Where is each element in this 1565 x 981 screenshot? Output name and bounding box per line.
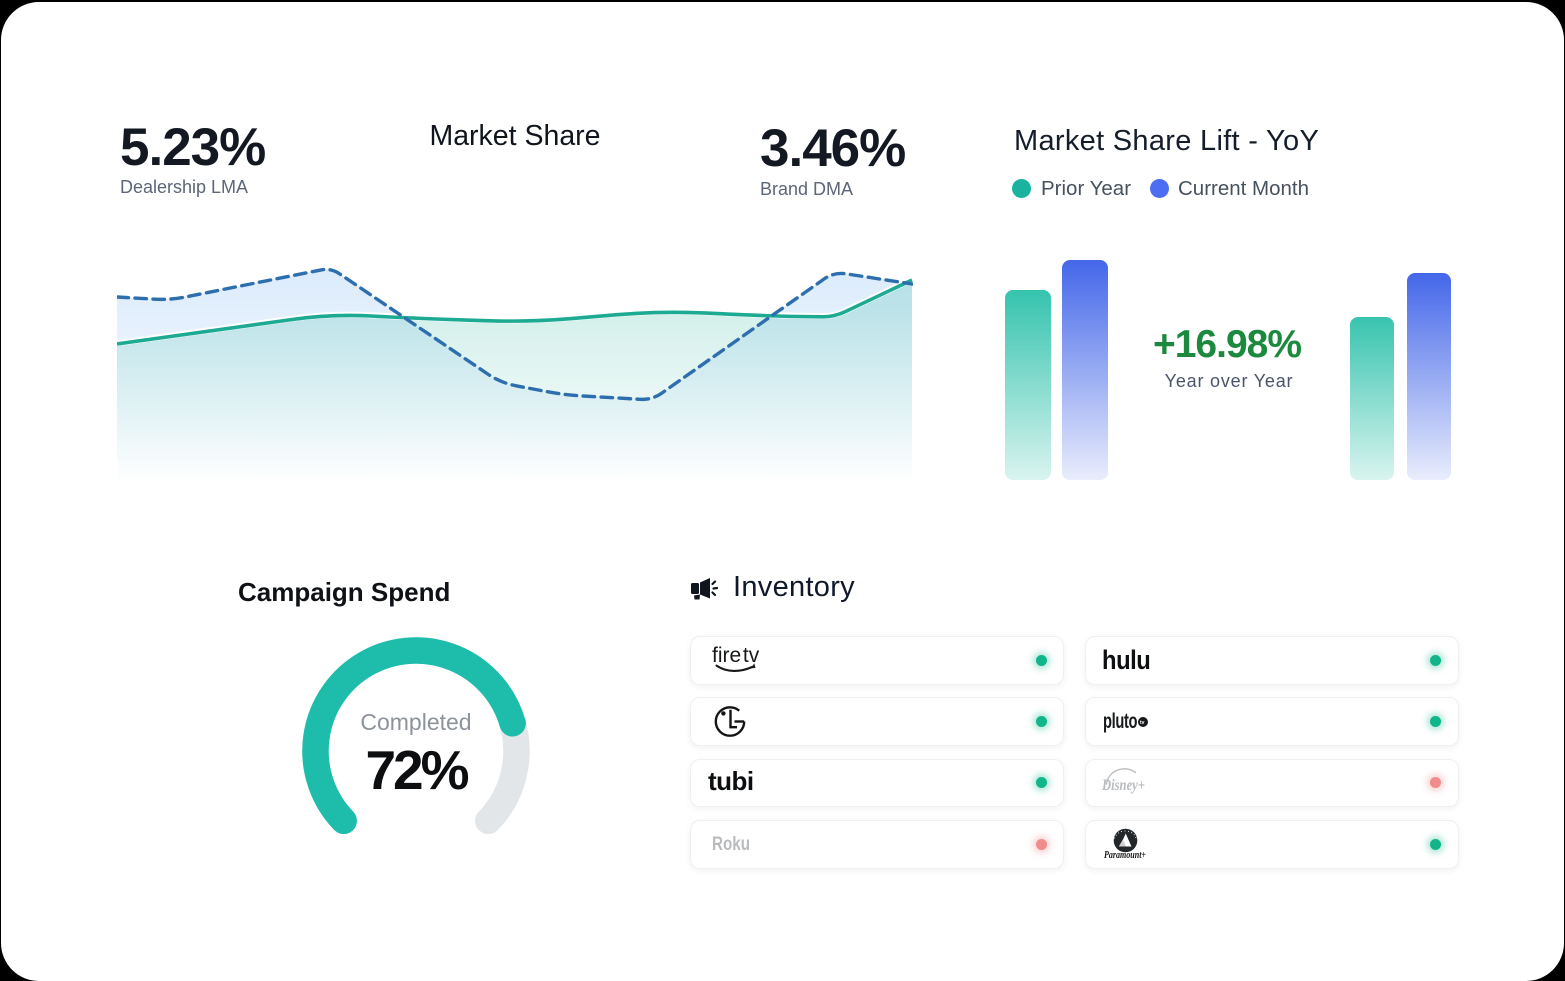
svg-text:Disney+: Disney+ <box>1101 777 1145 794</box>
svg-text:Paramount+: Paramount+ <box>1104 850 1146 861</box>
